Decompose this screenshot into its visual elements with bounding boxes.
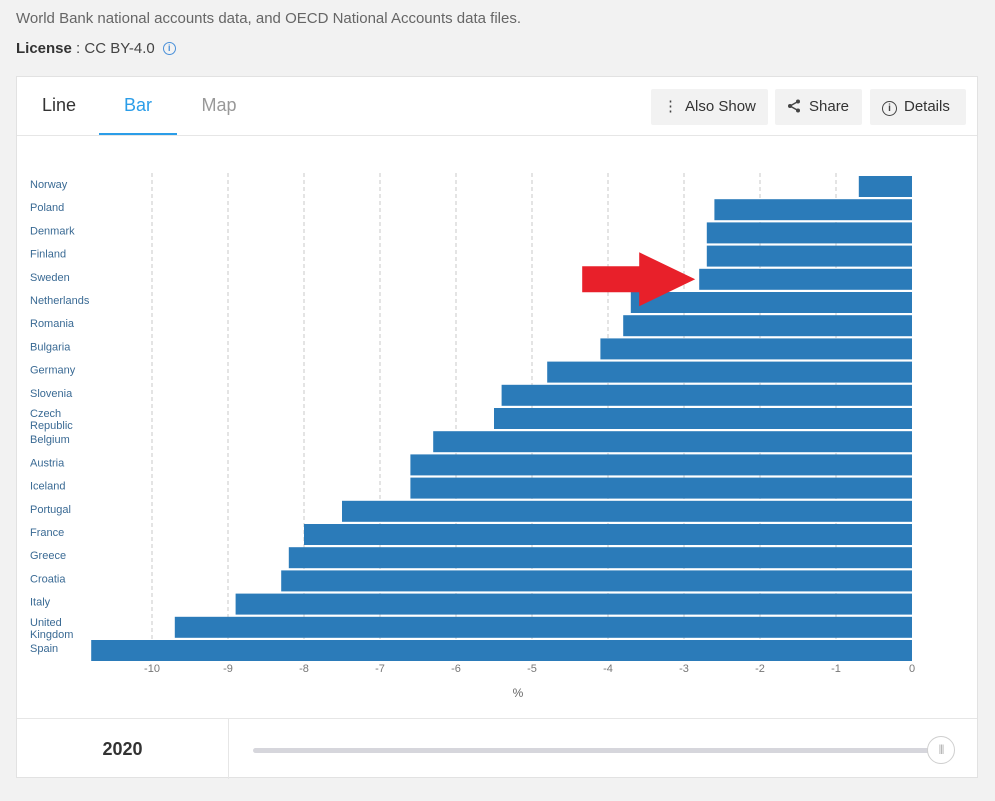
year-slider-track[interactable] — [253, 748, 943, 753]
bar — [494, 408, 912, 429]
y-category-label: Croatia — [30, 573, 66, 585]
y-category-label: Spain — [30, 643, 58, 655]
license-value: CC BY-4.0 — [84, 40, 155, 57]
also-show-label: Also Show — [685, 98, 756, 115]
y-category-label: Greece — [30, 550, 66, 562]
x-axis-label: % — [513, 686, 524, 700]
y-category-label: Iceland — [30, 481, 65, 493]
share-button[interactable]: Share — [775, 89, 862, 125]
x-tick-label: -5 — [527, 663, 537, 675]
y-category-label: Netherlands — [30, 295, 90, 307]
timeline-footer: 2020 ||| — [17, 718, 977, 780]
y-category-label: Sweden — [30, 272, 70, 284]
license-label: License — [16, 40, 72, 57]
x-tick-label: -1 — [831, 663, 841, 675]
x-tick-label: -10 — [144, 663, 160, 675]
y-category-label: Poland — [30, 202, 64, 214]
bar — [91, 640, 912, 661]
y-category-label: Denmark — [30, 225, 75, 237]
y-category-label: Italy — [30, 597, 51, 609]
y-category-label: United Kingdom — [30, 617, 73, 641]
x-tick-label: -3 — [679, 663, 689, 675]
tab-bar[interactable]: Bar — [99, 77, 177, 135]
red-arrow-icon — [582, 252, 696, 307]
source-text: World Bank national accounts data, and O… — [16, 10, 522, 27]
bar — [706, 222, 912, 244]
tab-map[interactable]: Map — [201, 95, 237, 115]
x-tick-label: -4 — [603, 663, 613, 675]
share-label: Share — [809, 98, 850, 115]
x-tick-label: -8 — [299, 663, 309, 675]
y-category-label: Belgium — [30, 434, 70, 446]
y-category-label: France — [30, 527, 64, 539]
chart-tabs: Line Bar Map — [17, 77, 977, 136]
bar — [281, 570, 912, 592]
bar — [288, 547, 912, 569]
y-category-label: Austria — [30, 457, 65, 469]
chart-panel: Line Bar Map ⋮ Also Show Share i Details -… — [16, 76, 978, 780]
x-tick-label: 0 — [909, 663, 915, 675]
y-category-label: Slovenia — [30, 388, 73, 400]
bar — [235, 593, 913, 615]
y-category-label: Finland — [30, 249, 66, 261]
license-separator: : — [71, 40, 85, 57]
bar — [630, 292, 912, 313]
y-category-label: Germany — [30, 365, 76, 377]
bar — [433, 431, 912, 453]
y-category-label: Romania — [30, 318, 75, 330]
bar — [410, 477, 912, 499]
x-tick-label: -7 — [375, 663, 385, 675]
details-label: Details — [904, 98, 950, 115]
details-button[interactable]: i Details — [870, 89, 966, 125]
tab-line[interactable]: Line — [41, 95, 77, 115]
bar — [699, 268, 912, 290]
bar — [304, 524, 912, 545]
info-icon[interactable]: i — [162, 42, 176, 55]
year-label: 2020 — [17, 719, 229, 779]
y-category-label: Bulgaria — [30, 341, 71, 353]
x-tick-label: -9 — [223, 663, 233, 675]
bar — [547, 361, 912, 383]
y-category-label: Norway — [30, 179, 68, 191]
bar — [501, 384, 912, 406]
bar — [342, 500, 912, 522]
bar — [623, 315, 912, 337]
slider-grip-icon[interactable]: ||| — [927, 736, 955, 764]
license-line: License : CC BY-4.0 i — [16, 40, 176, 57]
y-category-label: Portugal — [30, 504, 71, 516]
bar — [174, 616, 913, 638]
bar — [600, 338, 912, 360]
x-tick-label: -2 — [755, 663, 765, 675]
share-icon — [787, 89, 801, 125]
y-category-label: Czech Republic — [30, 408, 73, 432]
x-tick-label: -6 — [451, 663, 461, 675]
also-show-button[interactable]: ⋮ Also Show — [651, 89, 768, 125]
bar — [706, 245, 912, 267]
bar — [858, 176, 912, 197]
bar — [714, 199, 912, 221]
bar — [410, 454, 912, 476]
vertical-dots-icon: ⋮ — [663, 98, 678, 115]
info-circle-icon: i — [882, 89, 897, 125]
